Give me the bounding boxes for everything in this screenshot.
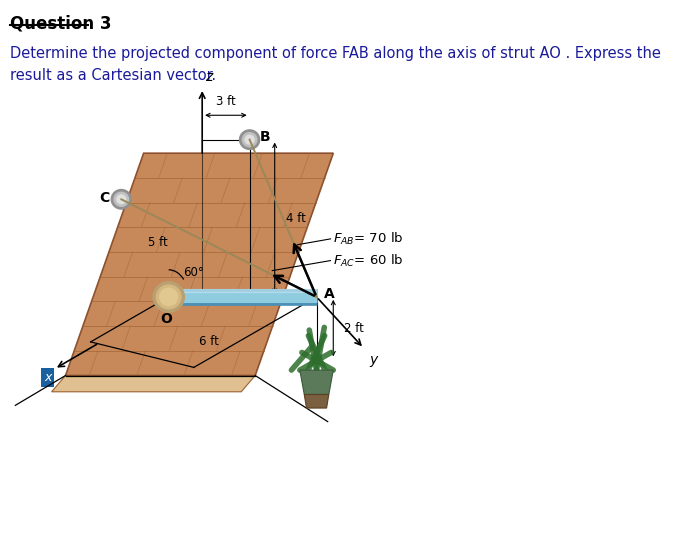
Polygon shape xyxy=(65,153,333,376)
Text: 60°: 60° xyxy=(183,266,203,279)
Text: Question 3: Question 3 xyxy=(10,15,111,33)
Circle shape xyxy=(240,130,260,149)
Text: x: x xyxy=(44,371,52,384)
Circle shape xyxy=(153,282,184,312)
Text: B: B xyxy=(260,130,270,144)
Polygon shape xyxy=(52,376,255,392)
Circle shape xyxy=(245,135,254,144)
Circle shape xyxy=(111,190,131,209)
Text: z: z xyxy=(205,70,212,84)
Circle shape xyxy=(117,195,126,204)
Text: result as a Cartesian vector.: result as a Cartesian vector. xyxy=(10,68,216,82)
Text: $F_{AC}$= 60 lb: $F_{AC}$= 60 lb xyxy=(333,252,404,269)
Text: O: O xyxy=(160,312,172,326)
Text: A: A xyxy=(324,287,335,301)
Text: C: C xyxy=(99,191,109,205)
Circle shape xyxy=(160,288,178,306)
Text: Determine the projected component of force FAB along the axis of strut AO . Expr: Determine the projected component of for… xyxy=(10,46,661,61)
Polygon shape xyxy=(304,395,329,408)
Text: 5 ft: 5 ft xyxy=(148,236,168,249)
Text: 6 ft: 6 ft xyxy=(199,335,219,348)
Text: 2 ft: 2 ft xyxy=(344,322,364,335)
Circle shape xyxy=(243,132,257,147)
Text: 4 ft: 4 ft xyxy=(286,212,306,225)
Text: $F_{AB}$= 70 lb: $F_{AB}$= 70 lb xyxy=(333,231,404,247)
Circle shape xyxy=(114,192,128,207)
Circle shape xyxy=(157,285,181,309)
Polygon shape xyxy=(300,370,333,395)
Text: 3 ft: 3 ft xyxy=(216,95,236,108)
Text: y: y xyxy=(370,353,378,367)
